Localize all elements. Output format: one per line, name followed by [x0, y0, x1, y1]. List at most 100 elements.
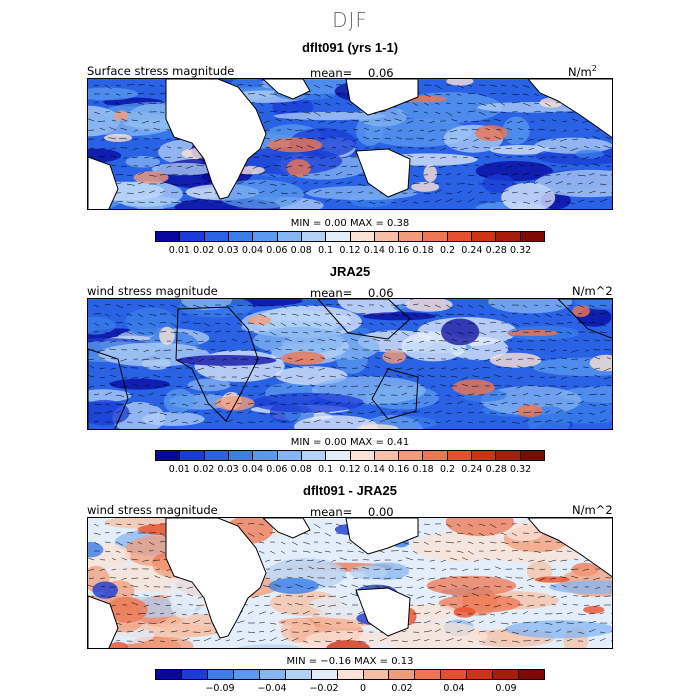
colorbar-swatch [207, 670, 234, 679]
colorbar-swatch [496, 232, 521, 241]
colorbar-tick-label: −0.04 [257, 683, 287, 694]
colorbar-tick-label: 0.08 [290, 245, 312, 256]
colorbar-swatch [337, 670, 364, 679]
colorbar-tick-label: 0.16 [388, 464, 410, 475]
colorbar-swatch [156, 451, 181, 460]
colorbar-swatch [301, 232, 327, 241]
colorbar-tick-label: 0.2 [439, 464, 456, 475]
colorbar-tick-label: −0.02 [309, 683, 339, 694]
colorbar-swatch [472, 232, 497, 241]
panel-2-mean-label: mean= [310, 286, 353, 300]
colorbar-tick-label: 0.02 [193, 245, 215, 256]
colorbar-tick-label: 0.2 [439, 245, 456, 256]
colorbar-swatch [520, 232, 544, 241]
figure-title: DJF [332, 8, 368, 32]
colorbar-swatch [399, 232, 424, 241]
colorbar-tick-label: 0.08 [290, 464, 312, 475]
colorbar-swatch [181, 670, 208, 679]
panel-2-map [87, 298, 613, 430]
panel-3-mean-label: mean= [310, 505, 353, 519]
panel-3-var-label: wind stress magnitude [87, 503, 218, 517]
colorbar-tick-label: 0.14 [363, 245, 385, 256]
colorbar-swatch [447, 232, 473, 241]
colorbar-tick-label: 0.04 [241, 464, 264, 475]
colorbar-swatch [180, 232, 205, 241]
panel-2-colorbar [155, 450, 545, 461]
colorbar-tick-label: 0.14 [363, 464, 385, 475]
colorbar-swatch [467, 670, 494, 679]
colorbar-swatch [156, 670, 182, 679]
colorbar-tick-label: −0.09 [205, 683, 235, 694]
colorbar-swatch [374, 232, 400, 241]
colorbar-swatch [285, 670, 312, 679]
colorbar-tick-label: 0.1 [318, 245, 334, 256]
colorbar-swatch [180, 451, 205, 460]
panel-1-map [87, 78, 613, 210]
colorbar-swatch [350, 451, 375, 460]
colorbar-tick-label: 0.32 [510, 245, 532, 256]
colorbar-swatch [156, 232, 181, 241]
colorbar-swatch [496, 451, 521, 460]
panel-1-colorbar [155, 231, 545, 242]
colorbar-tick-label: 0.1 [318, 464, 334, 475]
panel-1-map-svg [88, 79, 612, 209]
panel-2-var-label: wind stress magnitude [87, 284, 218, 298]
colorbar-tick-label: 0.16 [388, 245, 410, 256]
colorbar-swatch [204, 232, 229, 241]
colorbar-tick-label: 0.24 [461, 245, 483, 256]
colorbar-swatch [423, 232, 448, 241]
colorbar-swatch [415, 670, 442, 679]
colorbar-swatch [301, 451, 327, 460]
panel-3-map-svg [88, 518, 612, 648]
panel-2-map-svg [88, 299, 612, 429]
colorbar-swatch [277, 232, 302, 241]
colorbar-swatch [399, 451, 424, 460]
panel-1-minmax: MIN = 0.00 MAX = 0.38 [290, 218, 410, 229]
colorbar-tick-label: 0.03 [217, 245, 239, 256]
panel-3-mean-value: 0.00 [368, 505, 394, 519]
colorbar-swatch [253, 451, 278, 460]
panel-1-mean-value: 0.06 [368, 66, 394, 80]
panel-1-title: dflt091 (yrs 1-1) [301, 40, 399, 55]
colorbar-swatch [363, 670, 390, 679]
colorbar-tick-label: 0.28 [485, 245, 507, 256]
colorbar-swatch [326, 451, 351, 460]
colorbar-swatch [204, 451, 229, 460]
colorbar-swatch [472, 451, 497, 460]
colorbar-tick-label: 0.06 [266, 245, 288, 256]
colorbar-tick-label: 0.18 [412, 245, 434, 256]
colorbar-tick-label: 0.18 [412, 464, 434, 475]
colorbar-swatch [441, 670, 468, 679]
colorbar-swatch [447, 451, 473, 460]
colorbar-swatch [519, 670, 545, 679]
colorbar-tick-label: 0.04 [241, 245, 264, 256]
colorbar-tick-label: 0.04 [443, 683, 465, 694]
panel-2-title: JRA25 [329, 264, 371, 279]
colorbar-swatch [233, 670, 260, 679]
panel-1-units: N/m2 [568, 64, 597, 79]
colorbar-tick-label: 0.24 [461, 464, 483, 475]
panel-1-mean-label: mean= [310, 66, 353, 80]
colorbar-swatch [326, 232, 351, 241]
colorbar-tick-label: 0 [359, 683, 367, 694]
panel-3-title: dflt091 - JRA25 [303, 483, 397, 498]
colorbar-swatch [423, 451, 448, 460]
colorbar-tick-label: 0.01 [168, 245, 190, 256]
colorbar-tick-label: 0.32 [510, 464, 532, 475]
panel-2-minmax: MIN = 0.00 MAX = 0.41 [290, 437, 410, 448]
panel-2-mean-value: 0.06 [368, 286, 394, 300]
colorbar-swatch [277, 451, 302, 460]
colorbar-tick-label: 0.03 [217, 464, 239, 475]
panel-3-colorbar [155, 669, 545, 680]
colorbar-swatch [374, 451, 400, 460]
colorbar-tick-label: 0.09 [495, 683, 517, 694]
panel-3-map [87, 517, 613, 649]
panel-3-minmax: MIN = −0.16 MAX = 0.13 [286, 656, 414, 667]
colorbar-swatch [520, 451, 544, 460]
panel-3-units: N/m^2 [572, 503, 613, 517]
colorbar-tick-label: 0.02 [193, 464, 215, 475]
panel-1-var-label: Surface stress magnitude [87, 64, 235, 78]
colorbar-swatch [259, 670, 286, 679]
colorbar-swatch [311, 670, 338, 679]
colorbar-tick-label: 0.06 [266, 464, 288, 475]
